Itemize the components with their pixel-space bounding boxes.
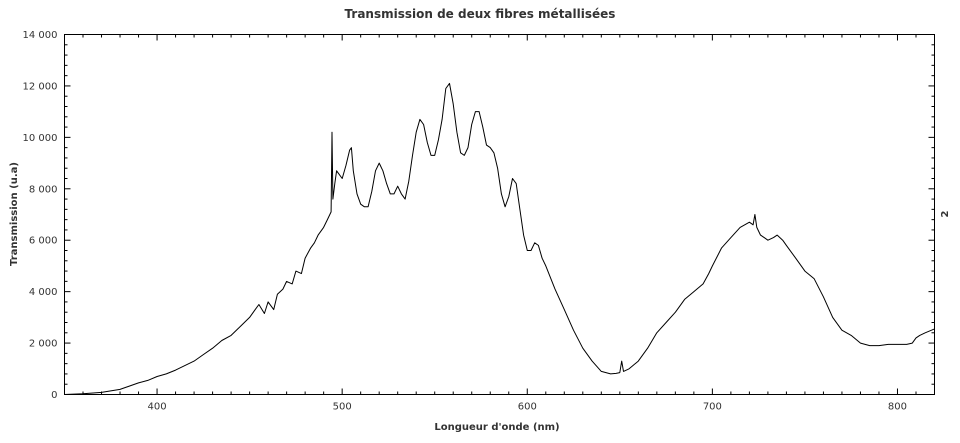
x-tick-label: 400 xyxy=(148,402,167,413)
x-tick-label: 600 xyxy=(518,402,537,413)
y-tick-label: 12 000 xyxy=(23,81,58,92)
y-tick-label: 14 000 xyxy=(23,30,58,41)
right-axis-label: 2 xyxy=(940,210,951,217)
chart-title: Transmission de deux fibres métallisées xyxy=(345,7,616,21)
plot-frame xyxy=(64,34,935,395)
y-axis-label: Transmission (u.a) xyxy=(9,162,20,266)
series-layer xyxy=(64,82,935,395)
y-axis-ticks: 0 2 000 4 000 6 000 8 000 10 000 12 000 14 000 xyxy=(23,30,935,401)
x-tick-label: 500 xyxy=(333,402,352,413)
x-axis-ticks: 400 500 600 700 800 xyxy=(64,34,935,413)
y-tick-label: 0 xyxy=(51,390,57,401)
y-tick-label: 6 000 xyxy=(29,236,58,247)
y-tick-label: 8 000 xyxy=(29,184,58,195)
x-axis-label: Longueur d'onde (nm) xyxy=(434,422,559,433)
x-tick-label: 700 xyxy=(703,402,722,413)
y-tick-label: 2 000 xyxy=(29,339,58,350)
y-tick-label: 4 000 xyxy=(29,287,58,298)
transmission-series-line xyxy=(64,82,935,395)
y-tick-label: 10 000 xyxy=(23,133,58,144)
x-tick-label: 800 xyxy=(888,402,907,413)
